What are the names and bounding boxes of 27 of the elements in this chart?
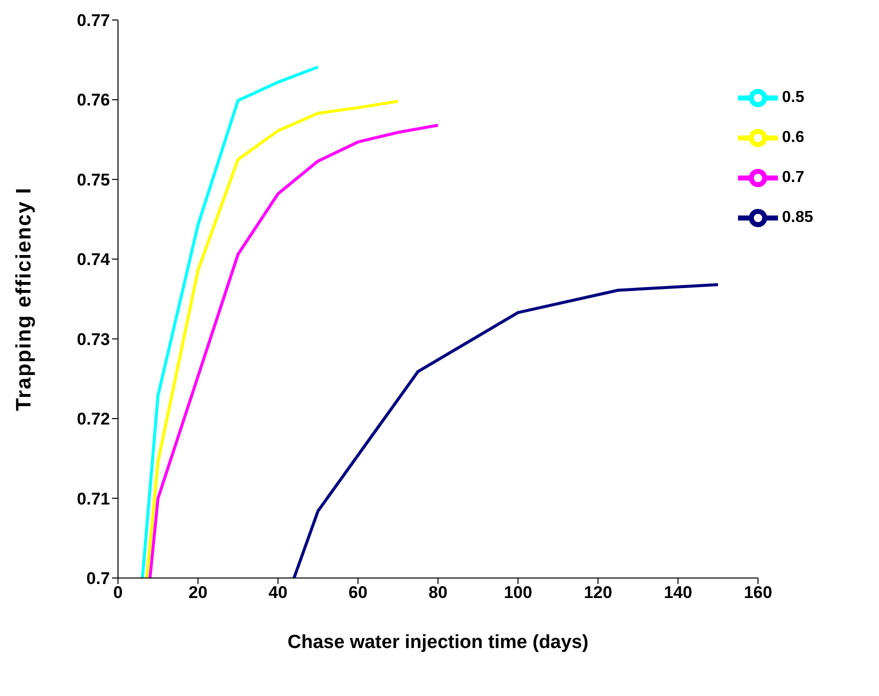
- y-tick-label: 0.77: [76, 11, 110, 30]
- y-tick-label: 0.74: [76, 250, 111, 270]
- legend-label: 0.85: [782, 209, 814, 226]
- line-series: [292, 283, 720, 578]
- y-tick-label: 0.73: [76, 330, 110, 349]
- line-series: [148, 124, 440, 578]
- x-tick-label: 160: [744, 583, 772, 602]
- x-axis-title: Chase water injection time (days): [288, 632, 588, 653]
- x-tick-label: 40: [268, 583, 288, 602]
- legend-label: 0.5: [782, 89, 804, 106]
- legend-label: 0.7: [782, 169, 804, 186]
- x-tick-label: 140: [664, 583, 692, 602]
- y-tick-label: 0.72: [76, 410, 110, 429]
- y-tick-label: 0.7: [86, 569, 110, 588]
- x-tick-label: 60: [348, 583, 368, 602]
- y-tick-label: 0.71: [76, 489, 110, 508]
- y-tick-label: 0.75: [76, 170, 110, 190]
- x-tick-label: 120: [584, 583, 612, 602]
- x-tick-label: 0: [113, 583, 123, 602]
- x-tick-label: 100: [504, 583, 532, 602]
- x-tick-label: 20: [188, 583, 208, 602]
- line-series: [140, 66, 320, 578]
- x-tick-label: 80: [428, 583, 448, 602]
- y-axis-title: Trapping efficiency I: [12, 186, 36, 412]
- y-tick-label: 0.76: [76, 90, 110, 110]
- legend-label: 0.6: [782, 129, 804, 146]
- line-series: [145, 100, 400, 578]
